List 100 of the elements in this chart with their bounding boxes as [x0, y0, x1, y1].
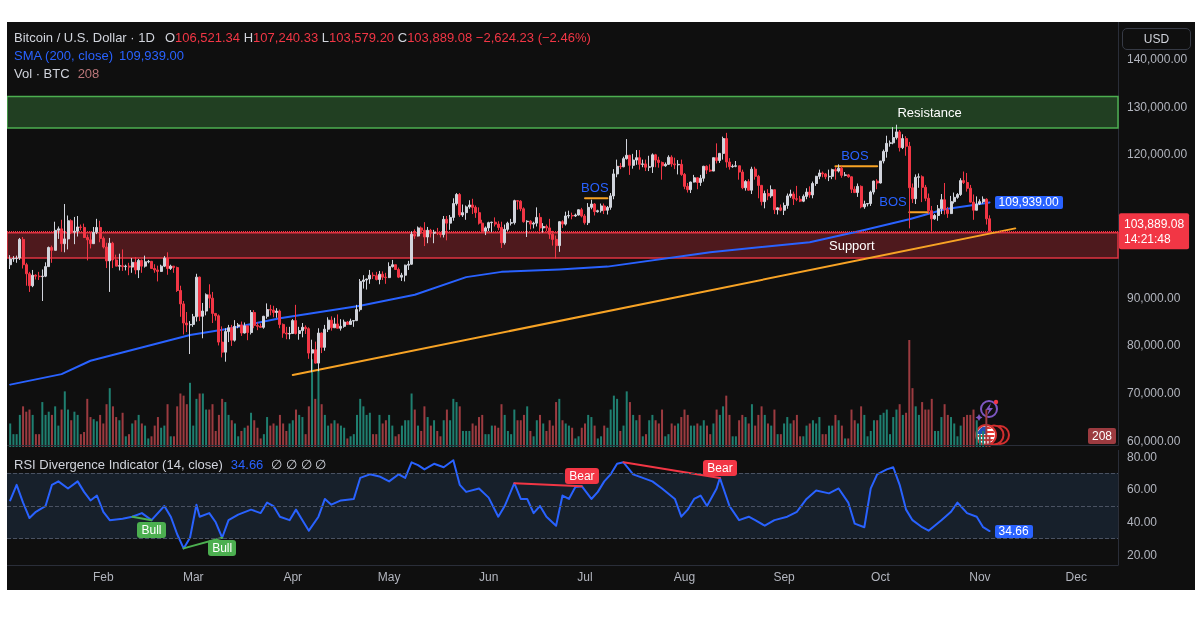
annotation: 208 [77, 66, 100, 81]
bar [288, 423, 291, 447]
candlestick [429, 228, 432, 238]
bar [526, 406, 529, 447]
candlestick [320, 332, 323, 354]
bar [179, 393, 182, 447]
candlestick [9, 254, 12, 270]
bar [542, 423, 545, 447]
bar [317, 369, 320, 447]
bar [298, 414, 301, 447]
bar [734, 436, 737, 447]
bar [22, 406, 25, 447]
bar [850, 409, 853, 447]
candlestick [169, 264, 172, 271]
candlestick [34, 273, 37, 281]
bar [291, 420, 294, 447]
text: 109,939.00 [119, 48, 185, 63]
bar [9, 423, 12, 447]
bar [667, 434, 670, 447]
candlestick [705, 164, 708, 175]
bar [930, 398, 933, 447]
candlestick [487, 221, 490, 232]
bar [824, 434, 827, 447]
candlestick [336, 313, 339, 329]
candlestick [111, 241, 114, 269]
y-tick-label: 70,000.00 [1127, 386, 1181, 401]
candlestick [465, 204, 468, 221]
bar [966, 414, 969, 447]
bar [484, 434, 487, 447]
bar [368, 412, 371, 447]
candlestick [834, 166, 837, 181]
bar [458, 406, 461, 447]
candlestick [458, 192, 461, 218]
bar [715, 409, 718, 447]
candlestick [837, 163, 840, 173]
bar [433, 420, 436, 447]
candlestick [73, 216, 76, 245]
candlestick [808, 185, 811, 199]
y-tick-label: 20.00 [1127, 548, 1158, 563]
candlestick [795, 185, 798, 202]
bar [166, 404, 169, 447]
candlestick [773, 189, 776, 215]
bar [914, 406, 917, 447]
bar [757, 414, 760, 447]
bar [384, 420, 387, 447]
candlestick [426, 226, 429, 244]
bar [959, 425, 962, 447]
bar [587, 414, 590, 447]
y-tick-label: 60,000.00 [1127, 434, 1181, 448]
candlestick [484, 225, 487, 236]
bar [638, 414, 641, 447]
bar [86, 398, 89, 447]
candlestick [587, 202, 590, 226]
bar [478, 417, 481, 447]
candlestick [291, 318, 294, 335]
candlestick [240, 321, 243, 337]
bar [571, 427, 574, 447]
y-axis-title: USD [1122, 28, 1191, 50]
candlestick [442, 215, 445, 238]
bar [940, 417, 943, 447]
bar [189, 382, 192, 447]
data-label: 109,939.00 [994, 194, 1063, 209]
bar [821, 434, 824, 447]
text: Bitcoin / U.S. Dollar · 1D [14, 30, 155, 45]
bar [834, 414, 837, 447]
candlestick [885, 135, 888, 159]
bar [895, 409, 898, 447]
bar [535, 420, 538, 447]
band-label: Resistance [897, 104, 962, 120]
bar [224, 402, 227, 447]
bar [323, 414, 326, 447]
bar [41, 402, 44, 447]
bar [404, 420, 407, 447]
candlestick [330, 315, 333, 332]
candlestick [712, 157, 715, 172]
candlestick [388, 261, 391, 279]
bar [250, 412, 253, 447]
bar [471, 423, 474, 447]
bar [901, 414, 904, 447]
candlestick [747, 178, 750, 192]
bar [156, 417, 159, 447]
bar [725, 395, 728, 447]
bar [840, 425, 843, 447]
bar [38, 434, 41, 447]
candlestick [272, 305, 275, 318]
bar [818, 417, 821, 447]
candlestick [898, 129, 901, 152]
bar [407, 420, 410, 447]
bar [632, 414, 635, 447]
candlestick [982, 195, 985, 205]
bar [712, 423, 715, 447]
bar [879, 414, 882, 447]
candlestick [259, 322, 262, 329]
candlestick [619, 162, 622, 170]
bar [539, 414, 542, 447]
candlestick [831, 168, 834, 180]
bar [722, 406, 725, 447]
candlestick [914, 173, 917, 205]
candlestick [298, 326, 301, 341]
candlestick [628, 154, 631, 176]
